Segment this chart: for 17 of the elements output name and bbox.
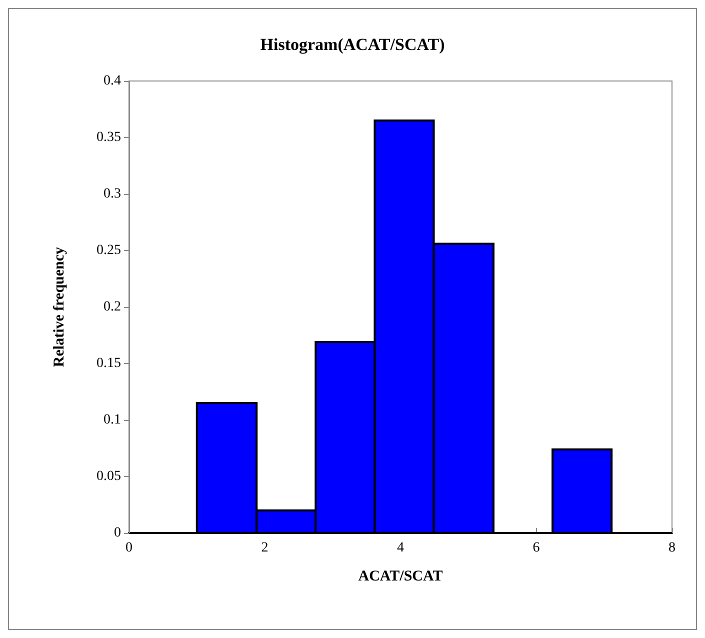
x-axis-title: ACAT/SCAT	[358, 568, 443, 584]
y-tick-label: 0	[114, 526, 121, 540]
x-tick-label: 2	[261, 540, 268, 556]
y-axis-title: Relative frequency	[52, 246, 68, 368]
x-tick-label: 4	[397, 540, 404, 556]
y-tick-label: 0.15	[96, 356, 121, 371]
y-tick-label: 0.25	[96, 243, 121, 258]
y-tick-label: 0.35	[96, 130, 121, 145]
x-tick-label: 6	[532, 540, 540, 556]
y-tick-label: 0.3	[104, 186, 121, 202]
y-tick-label: 0.1	[104, 412, 121, 428]
x-tick-label: 0	[126, 540, 132, 556]
y-tick-label: 0.2	[104, 300, 121, 314]
y-tick-label: 0.05	[96, 469, 121, 484]
x-tick-label: 8	[668, 540, 676, 556]
chart-title: Histogram(ACAT/SCAT)	[260, 35, 445, 54]
y-tick-label: 0.4	[104, 74, 121, 88]
